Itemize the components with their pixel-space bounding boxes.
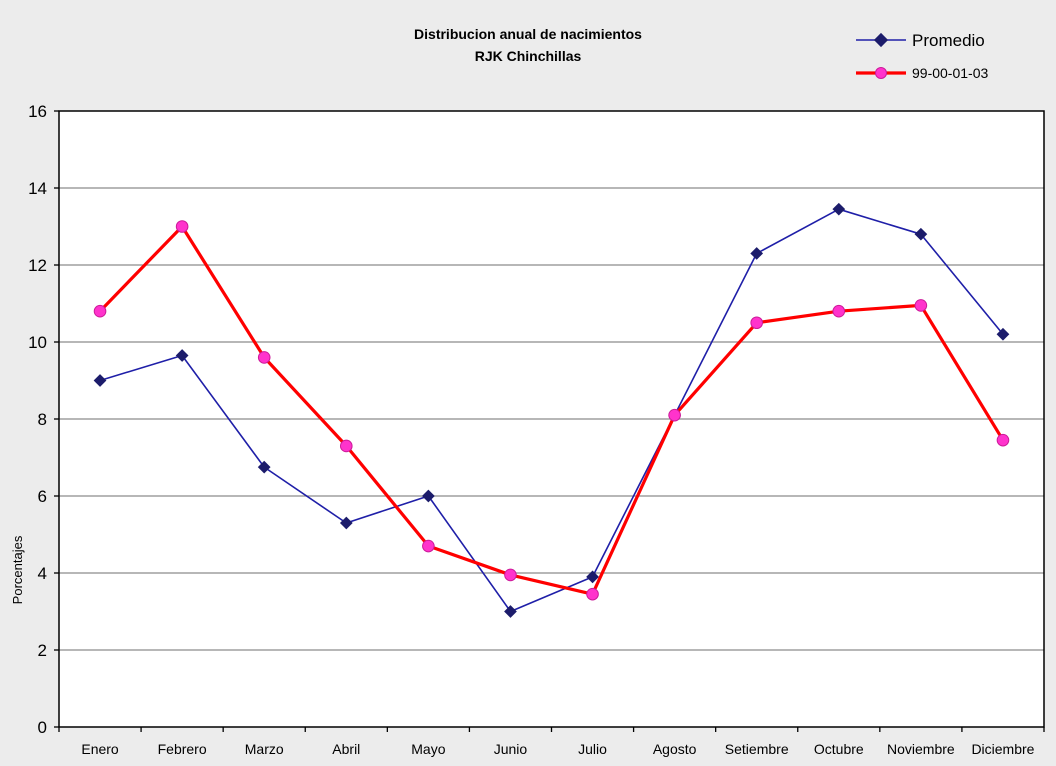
x-tick-label: Abril bbox=[332, 741, 360, 757]
x-axis-ticks: Enero Febrero Marzo Abril Mayo Junio Julio Agos… bbox=[58, 727, 1045, 757]
data-point-99-00-01-03 bbox=[586, 587, 599, 601]
data-point-99-00-01-03 bbox=[832, 304, 846, 318]
legend-marker-99-00-01-03 bbox=[875, 67, 887, 79]
plot-border bbox=[58, 110, 1045, 728]
legend-label-promedio: Promedio bbox=[912, 31, 985, 50]
data-point-promedio bbox=[750, 247, 764, 260]
data-point-promedio bbox=[586, 570, 599, 584]
x-tick-label: Noviembre bbox=[887, 741, 955, 757]
data-point-promedio bbox=[422, 489, 435, 503]
y-axis-label: Porcentajes bbox=[10, 535, 25, 604]
x-tick-label: Junio bbox=[494, 741, 528, 757]
x-tick-label: Marzo bbox=[245, 741, 284, 757]
data-point-99-00-01-03 bbox=[914, 299, 928, 312]
data-point-99-00-01-03 bbox=[750, 316, 764, 330]
x-tick-label: Setiembre bbox=[725, 741, 789, 757]
x-tick-label: Octubre bbox=[814, 741, 864, 757]
data-point-promedio bbox=[504, 605, 517, 618]
series-line-99-00-01-03 bbox=[98, 224, 1005, 596]
legend: Promedio 99-00-01-03 bbox=[856, 31, 988, 81]
data-point-99-00-01-03 bbox=[668, 408, 681, 422]
series-line-promedio bbox=[99, 208, 1004, 613]
x-tick-label: Diciembre bbox=[971, 741, 1034, 757]
series-99-00-01-03 bbox=[93, 220, 1010, 601]
data-point-99-00-01-03 bbox=[257, 351, 271, 364]
data-point-promedio bbox=[257, 460, 271, 474]
y-tick-label: 2 bbox=[38, 641, 47, 660]
y-tick-label: 12 bbox=[28, 256, 47, 275]
data-point-promedio bbox=[175, 349, 189, 362]
series-layer bbox=[93, 202, 1010, 618]
data-point-99-00-01-03 bbox=[504, 568, 517, 582]
data-point-promedio bbox=[339, 516, 353, 530]
y-tick-label: 4 bbox=[38, 564, 47, 583]
legend-marker-promedio bbox=[873, 32, 889, 48]
x-tick-label: Enero bbox=[81, 741, 119, 757]
x-tick-label: Agosto bbox=[653, 741, 697, 757]
data-point-99-00-01-03 bbox=[339, 439, 353, 453]
chart-title: Distribucion anual de nacimientos bbox=[414, 26, 642, 42]
x-tick-label: Mayo bbox=[411, 741, 445, 757]
y-axis-ticks: 0 2 4 6 8 10 12 14 16 bbox=[28, 102, 59, 737]
legend-label-99-00-01-03: 99-00-01-03 bbox=[912, 65, 988, 81]
y-tick-label: 0 bbox=[38, 718, 47, 737]
x-tick-label: Febrero bbox=[158, 741, 207, 757]
chart-subtitle: RJK Chinchillas bbox=[475, 48, 582, 64]
y-tick-label: 6 bbox=[38, 487, 47, 506]
y-tick-label: 16 bbox=[28, 102, 47, 121]
data-point-99-00-01-03 bbox=[93, 304, 107, 318]
y-tick-label: 8 bbox=[38, 410, 47, 429]
data-point-99-00-01-03 bbox=[996, 433, 1010, 447]
y-tick-label: 10 bbox=[28, 333, 47, 352]
x-tick-label: Julio bbox=[578, 741, 607, 757]
data-point-99-00-01-03 bbox=[422, 539, 435, 553]
grid-lines bbox=[59, 187, 1044, 651]
data-point-promedio bbox=[832, 202, 846, 216]
data-point-99-00-01-03 bbox=[175, 220, 189, 233]
y-tick-label: 14 bbox=[28, 179, 47, 198]
